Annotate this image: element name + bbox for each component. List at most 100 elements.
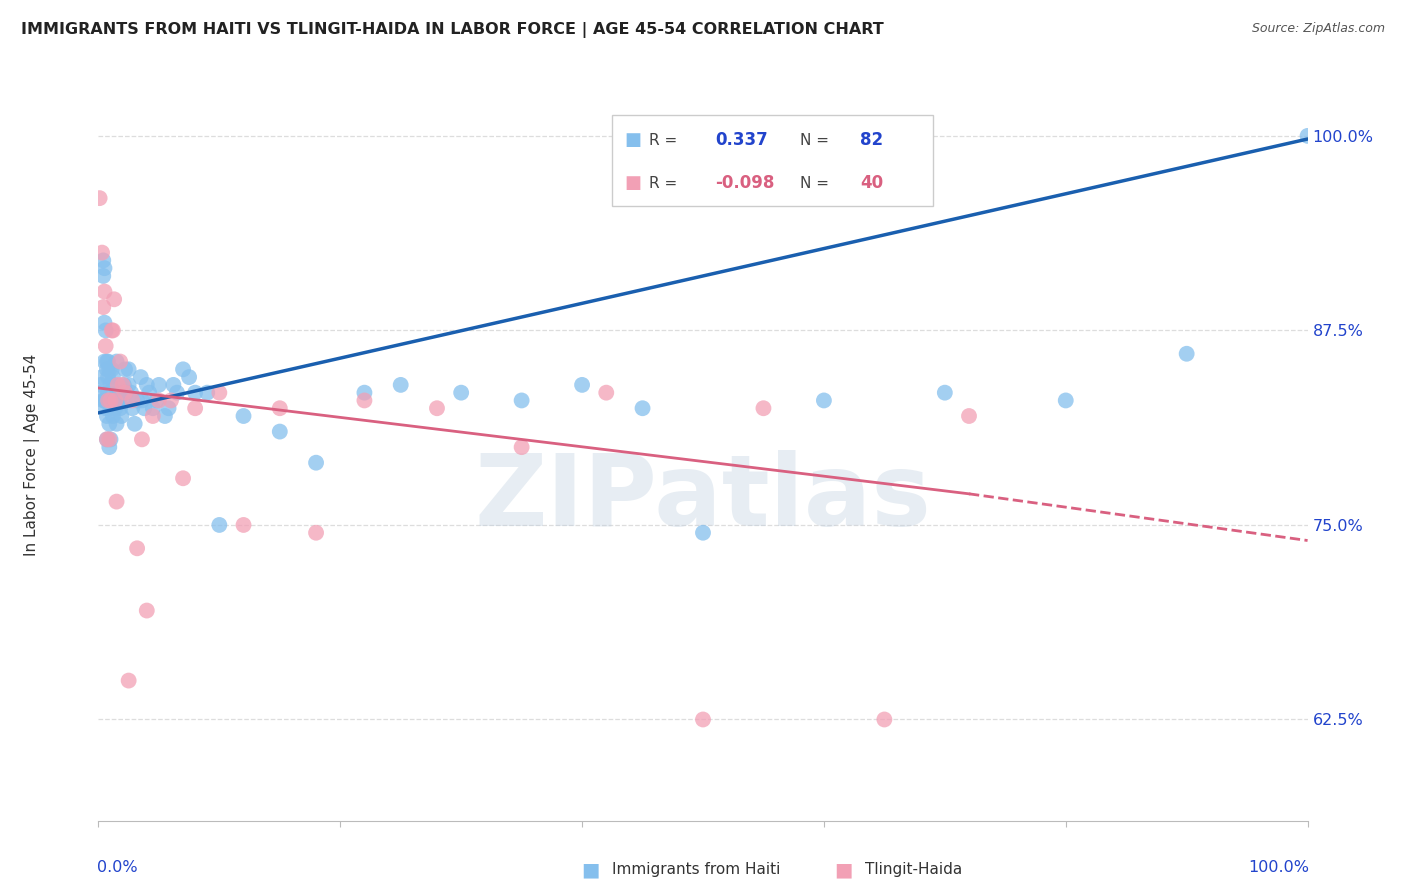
Point [105, 494, 128, 508]
Point [510, 440, 533, 454]
Point [111, 393, 134, 408]
Point [208, 385, 231, 400]
Point [118, 362, 141, 376]
Point [98, 393, 121, 408]
Point [232, 409, 254, 423]
Point [89, 191, 111, 205]
Point [571, 377, 593, 392]
Text: Source: ZipAtlas.com: Source: ZipAtlas.com [1251, 22, 1385, 36]
Text: 100.0%: 100.0% [1247, 860, 1309, 874]
Point [103, 293, 125, 307]
Point [114, 385, 136, 400]
Text: ■: ■ [581, 860, 600, 880]
Point [103, 393, 125, 408]
Point [692, 525, 714, 540]
Text: IMMIGRANTS FROM HAITI VS TLINGIT-HAIDA IN LABOR FORCE | AGE 45-54 CORRELATION CH: IMMIGRANTS FROM HAITI VS TLINGIT-HAIDA I… [21, 22, 884, 38]
Point [873, 713, 896, 727]
Point [153, 409, 176, 423]
Point [353, 385, 375, 400]
Point [120, 385, 142, 400]
Point [124, 417, 146, 431]
Point [131, 393, 153, 408]
Point [166, 385, 188, 400]
Point [91, 245, 114, 260]
Text: ■: ■ [624, 174, 641, 193]
Point [101, 409, 124, 423]
Point [353, 393, 375, 408]
Text: R =: R = [648, 133, 682, 148]
Point [114, 362, 136, 376]
Point [305, 525, 328, 540]
Point [269, 401, 291, 416]
Point [131, 433, 153, 447]
Point [107, 385, 129, 400]
Point [1296, 128, 1319, 143]
Point [105, 354, 128, 368]
Point [595, 385, 617, 400]
Point [129, 370, 152, 384]
Point [91, 300, 114, 314]
Point [148, 393, 170, 408]
Point [96, 354, 118, 368]
Text: N =: N = [800, 133, 834, 148]
Point [94, 401, 117, 416]
Point [692, 713, 714, 727]
Point [91, 370, 114, 384]
Point [138, 385, 160, 400]
Point [135, 377, 157, 392]
Text: 82: 82 [860, 131, 883, 149]
Point [97, 370, 120, 384]
Text: 0.337: 0.337 [716, 131, 768, 149]
Text: Immigrants from Haiti: Immigrants from Haiti [612, 863, 780, 877]
Point [111, 377, 134, 392]
Point [813, 393, 835, 408]
Point [108, 354, 131, 368]
Text: 0.0%: 0.0% [97, 860, 138, 874]
Point [450, 385, 472, 400]
Point [184, 401, 207, 416]
Point [101, 323, 124, 337]
Point [98, 417, 121, 431]
Point [108, 401, 131, 416]
Point [100, 377, 122, 392]
Point [172, 471, 194, 485]
Point [91, 268, 114, 283]
Point [142, 409, 165, 423]
Text: ■: ■ [834, 860, 853, 880]
FancyBboxPatch shape [612, 115, 932, 206]
Point [115, 385, 138, 400]
Point [94, 339, 117, 353]
Point [100, 393, 122, 408]
Point [752, 401, 775, 416]
Point [98, 362, 121, 376]
Point [100, 393, 122, 408]
Point [103, 377, 125, 392]
Point [93, 393, 115, 408]
Point [93, 261, 115, 276]
Point [305, 456, 328, 470]
Point [101, 370, 124, 384]
Text: 40: 40 [860, 174, 883, 193]
Point [631, 401, 654, 416]
Point [97, 385, 120, 400]
Point [134, 401, 156, 416]
Point [97, 354, 120, 368]
Point [93, 285, 115, 299]
Point [105, 417, 128, 431]
Point [93, 316, 115, 330]
Text: In Labor Force | Age 45-54: In Labor Force | Age 45-54 [24, 354, 39, 556]
Point [162, 377, 184, 392]
Point [104, 393, 127, 408]
Point [107, 377, 129, 392]
Point [112, 377, 135, 392]
Point [142, 401, 165, 416]
Point [1054, 393, 1077, 408]
Point [98, 440, 121, 454]
Point [172, 362, 194, 376]
Point [94, 323, 117, 337]
Text: N =: N = [800, 176, 834, 191]
Point [135, 603, 157, 617]
Point [108, 393, 131, 408]
Point [98, 433, 121, 447]
Point [157, 401, 180, 416]
